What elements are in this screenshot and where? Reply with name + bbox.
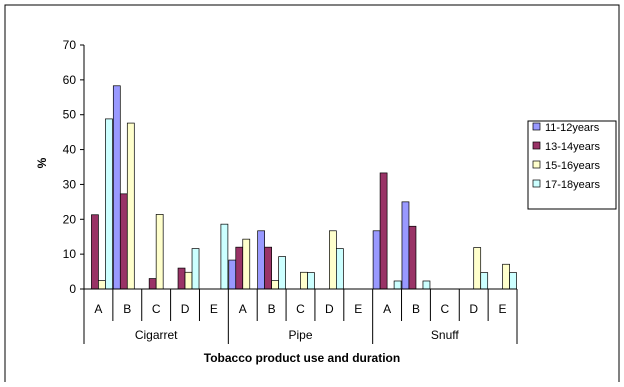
x-category-label: E bbox=[210, 302, 218, 316]
y-tick-label: 30 bbox=[63, 177, 77, 191]
legend-label: 11-12years bbox=[545, 122, 600, 134]
x-category-label: D bbox=[181, 302, 190, 316]
y-axis-label: % bbox=[35, 157, 49, 168]
y-tick-label: 10 bbox=[63, 247, 77, 261]
legend-swatch bbox=[532, 179, 541, 188]
bar-13-14years bbox=[235, 246, 244, 290]
bar-17-18years bbox=[480, 272, 489, 290]
x-category-label: C bbox=[152, 302, 161, 316]
chart-border bbox=[4, 4, 620, 387]
bar-15-16years bbox=[329, 230, 337, 290]
x-category-label: E bbox=[354, 302, 362, 316]
y-tick-label: 60 bbox=[63, 73, 77, 87]
bar-17-18years bbox=[220, 223, 229, 290]
x-category-label: C bbox=[296, 302, 305, 316]
bar-13-14years bbox=[91, 214, 99, 290]
bar-15-16years bbox=[242, 238, 251, 290]
x-axis-label: Tobacco product use and duration bbox=[204, 351, 400, 365]
bar-17-18years bbox=[336, 248, 344, 290]
bar-15-16years bbox=[155, 214, 164, 290]
x-category-label: A bbox=[94, 302, 102, 316]
x-category-label: B bbox=[268, 302, 276, 316]
bar-13-14years bbox=[379, 172, 388, 290]
legend-label: 17-18years bbox=[545, 179, 601, 191]
bars bbox=[91, 85, 517, 290]
y-tick-label: 20 bbox=[63, 212, 77, 226]
y-axis: 0 10 20 30 40 50 60 70 bbox=[63, 38, 85, 296]
bar-17-18years bbox=[191, 248, 200, 290]
bar-17-18years bbox=[393, 280, 402, 290]
legend: 11-12years 13-14years 15-16years 17-18years bbox=[527, 120, 617, 210]
bar-15-16years bbox=[473, 247, 482, 290]
bar-13-14years bbox=[408, 225, 417, 290]
x-category-label: E bbox=[499, 302, 507, 316]
x-group-label: Snuff bbox=[431, 328, 459, 342]
bar-17-18years bbox=[278, 256, 286, 290]
legend-swatch bbox=[532, 160, 541, 169]
x-category-label: D bbox=[469, 302, 478, 316]
bar-13-14years bbox=[264, 246, 272, 290]
y-tick-label: 40 bbox=[63, 143, 77, 157]
bar-15-16years bbox=[502, 263, 510, 290]
x-axis: A B C D E Cigarret A B C D E Pipe A B C D E Snuff bbox=[83, 288, 518, 344]
bar-17-18years bbox=[422, 280, 431, 290]
bar-15-16years bbox=[98, 280, 106, 290]
bar-15-16years bbox=[184, 271, 193, 290]
legend-swatch bbox=[532, 141, 541, 150]
bar-17-18years bbox=[105, 118, 113, 290]
y-tick-label: 0 bbox=[69, 282, 76, 296]
bar-11-12years bbox=[112, 85, 121, 290]
y-tick-label: 70 bbox=[63, 38, 77, 52]
bar-11-12years bbox=[401, 201, 410, 290]
bar-15-16years bbox=[126, 122, 135, 290]
x-group-label: Pipe bbox=[288, 328, 312, 342]
bar-15-16years bbox=[271, 280, 279, 290]
bar-13-14years bbox=[148, 278, 157, 290]
bar-15-16years bbox=[300, 271, 308, 290]
x-group-label: Cigarret bbox=[135, 328, 178, 342]
bar-11-12years bbox=[228, 259, 237, 290]
x-category-label: C bbox=[440, 302, 449, 316]
bar-11-12years bbox=[372, 230, 381, 290]
x-category-label: B bbox=[123, 302, 131, 316]
legend-label: 15-16years bbox=[545, 160, 601, 172]
legend-box bbox=[527, 120, 617, 210]
legend-label: 13-14years bbox=[545, 141, 601, 153]
bar-13-14years bbox=[177, 267, 186, 290]
x-category-label: A bbox=[239, 302, 247, 316]
x-category-label: B bbox=[412, 302, 420, 316]
bar-17-18years bbox=[509, 272, 517, 290]
bar-13-14years bbox=[119, 193, 128, 290]
legend-swatch bbox=[532, 122, 541, 131]
y-tick-label: 50 bbox=[63, 108, 77, 122]
x-category-label: A bbox=[383, 302, 391, 316]
x-category-label: D bbox=[325, 302, 334, 316]
bar-17-18years bbox=[307, 272, 315, 290]
bar-11-12years bbox=[257, 230, 265, 290]
